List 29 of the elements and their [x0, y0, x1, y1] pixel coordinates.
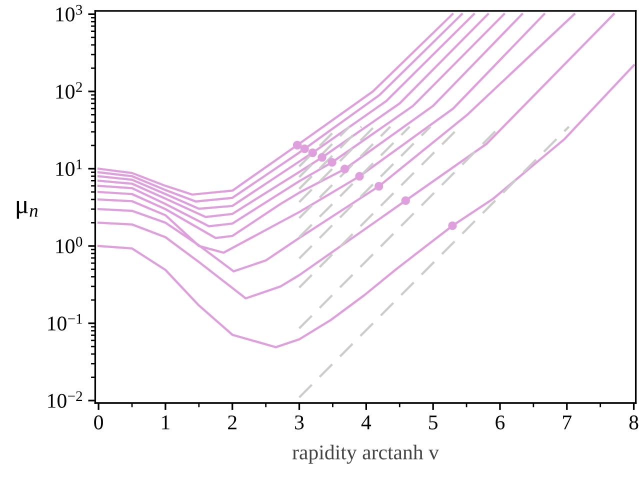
x-tick-label: 3 [295, 415, 304, 430]
x-axis-title: rapidity arctanh v [292, 444, 439, 464]
y-tick-label: 10$^{−2}$ [48, 391, 82, 408]
x-tick-label: 6 [496, 415, 505, 430]
y-tick-label: 10$^{0}$ [56, 236, 82, 254]
y-tick-label: 10$^{−1}$ [48, 314, 82, 331]
x-tick-label: 1 [162, 416, 170, 430]
x-tick-label: 7 [563, 416, 572, 430]
point [318, 153, 326, 162]
y-axis-title: μ$_{n}$ [16, 200, 38, 219]
point [340, 164, 350, 174]
y-tick-label: 10$^{3}$ [56, 4, 82, 22]
x-tick-label: 8 [629, 415, 638, 430]
point [448, 221, 457, 230]
line-series [97, 13, 615, 300]
point [300, 144, 309, 154]
x-tick-label: 0 [94, 415, 103, 430]
line-series [97, 64, 635, 348]
point [355, 172, 364, 181]
point [292, 140, 302, 150]
y-tick-label: 10$^{1}$ [56, 159, 82, 176]
point [374, 182, 384, 191]
point [308, 148, 318, 158]
point [401, 196, 410, 205]
x-tick-label: 5 [429, 416, 438, 430]
x-tick-label: 4 [361, 416, 372, 430]
x-tick-label: 2 [228, 415, 236, 430]
y-tick-label: 10$^{2}$ [56, 82, 82, 99]
point [328, 158, 336, 167]
